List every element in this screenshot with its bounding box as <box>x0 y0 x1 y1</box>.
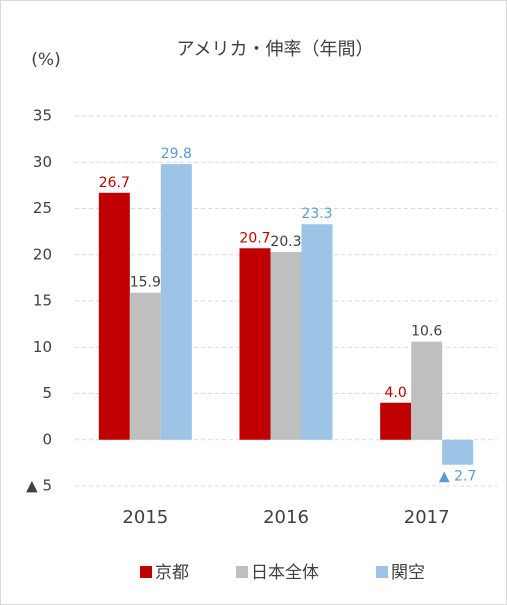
data-label: 20.7 <box>239 230 270 246</box>
legend-label: 関空 <box>391 563 425 583</box>
bar <box>98 192 130 440</box>
chart-title: アメリカ・伸率（年間） <box>176 39 373 60</box>
y-tick-label: 35 <box>33 107 52 125</box>
legend-swatch <box>376 566 388 578</box>
legend-swatch <box>140 566 152 578</box>
y-tick-label: 30 <box>33 153 52 171</box>
legend-label: 日本全体 <box>251 563 319 583</box>
data-label: 29.8 <box>161 146 192 162</box>
legend-label: 京都 <box>155 563 189 583</box>
y-tick-label: 25 <box>33 199 52 217</box>
data-label: 10.6 <box>411 324 442 340</box>
bar <box>129 292 161 440</box>
x-tick-label: 2016 <box>263 507 309 528</box>
bar <box>380 402 412 440</box>
bar <box>301 224 333 440</box>
x-tick-label: 2015 <box>122 507 168 528</box>
data-label: 15.9 <box>130 275 161 291</box>
data-label: 4.0 <box>385 385 407 401</box>
bar <box>442 439 474 465</box>
y-tick-label: 0 <box>42 430 52 448</box>
y-tick-label: 10 <box>33 338 52 356</box>
bar <box>270 251 302 440</box>
bar <box>239 248 271 440</box>
y-tick-label: 15 <box>33 292 52 310</box>
data-label: ▲ 2.7 <box>439 469 476 485</box>
legend-swatch <box>236 566 248 578</box>
data-label: 23.3 <box>301 206 332 222</box>
y-tick-label: 20 <box>33 245 52 263</box>
data-label: 20.3 <box>270 234 301 250</box>
y-tick-label: 5 <box>42 384 52 402</box>
bar <box>160 164 192 440</box>
data-label: 26.7 <box>99 175 130 191</box>
y-tick-label: ▲ 5 <box>26 477 52 495</box>
x-tick-label: 2017 <box>404 507 450 528</box>
y-axis-label: (%) <box>31 50 60 70</box>
bar <box>411 341 443 440</box>
